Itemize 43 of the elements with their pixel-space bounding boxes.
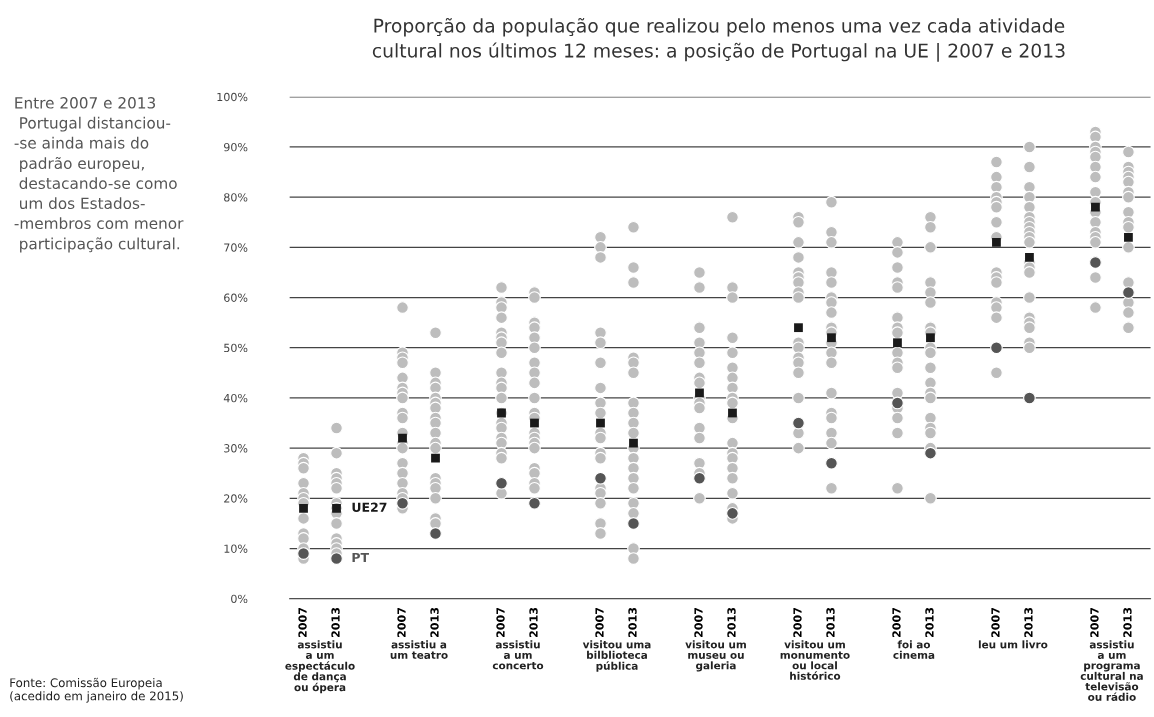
- series-label: PT: [352, 552, 369, 562]
- text: assistiu a um concerto: [492, 640, 544, 670]
- text: visitou um museu ou galeria: [685, 640, 746, 672]
- y-tick-label: 0%: [231, 594, 248, 604]
- y-tick-label: 60%: [224, 293, 248, 302]
- x-tick-label: 2013: [430, 607, 439, 638]
- x-tick-label: 2007: [694, 607, 703, 638]
- text: Entre 2007 e 2013 Portugal distanciou- -se ainda mais do padrão europeu, destacando-se como um dos Estados- -membros com menor participação cultural.: [14, 97, 184, 253]
- y-tick-label: 80%: [224, 193, 248, 202]
- x-tick-label: 2007: [1090, 607, 1099, 638]
- y-tick-label: 50%: [224, 343, 248, 353]
- text: assistiu a um espectáculo de dança ou ópera: [285, 640, 355, 694]
- text: visitou uma bilblioteca pública: [582, 640, 651, 672]
- y-tick-label: 70%: [224, 243, 248, 252]
- y-tick-label: 100%: [217, 92, 248, 102]
- text: visitou um monumento ou local histórico: [780, 640, 850, 680]
- x-tick-label: 2013: [727, 607, 736, 638]
- series-label: UE27: [352, 502, 387, 512]
- x-tick-label: 2007: [397, 607, 406, 638]
- y-tick-label: 10%: [224, 544, 248, 553]
- y-tick-label: 40%: [223, 393, 248, 403]
- x-tick-label: 2007: [991, 607, 1000, 638]
- text: foi ao cinema: [893, 640, 935, 659]
- x-tick-label: 2013: [529, 607, 538, 638]
- x-tick-label: 2007: [298, 607, 307, 638]
- chart-title: Proporção da população que realizou pelo menos uma vez cada atividade cultural nos últimos 12 meses: a posição de Portugal na UE | 2007 e 2013: [372, 17, 1065, 62]
- source-note: Fonte: Comissão Europeia (acedido em janeiro de 2015): [10, 677, 183, 703]
- x-tick-label: 2007: [793, 607, 802, 638]
- y-tick-label: 30%: [224, 444, 248, 453]
- x-tick-label: 2013: [1024, 607, 1033, 638]
- x-tick-label: 2013: [1123, 607, 1132, 638]
- x-tick-label: 2013: [826, 607, 835, 638]
- y-tick-label: 20%: [224, 494, 248, 503]
- x-tick-label: 2007: [496, 607, 505, 638]
- x-tick-label: 2007: [595, 607, 604, 638]
- text: leu um livro: [978, 640, 1048, 649]
- y-tick-label: 90%: [223, 142, 248, 152]
- x-tick-label: 2013: [628, 607, 637, 638]
- x-tick-label: 2007: [892, 607, 901, 638]
- x-tick-label: 2013: [925, 607, 934, 638]
- text: assistiu a um programa cultural na televisão ou rádio: [1080, 640, 1143, 701]
- text: assistiu a um teatro: [390, 640, 448, 659]
- x-tick-label: 2013: [331, 607, 340, 638]
